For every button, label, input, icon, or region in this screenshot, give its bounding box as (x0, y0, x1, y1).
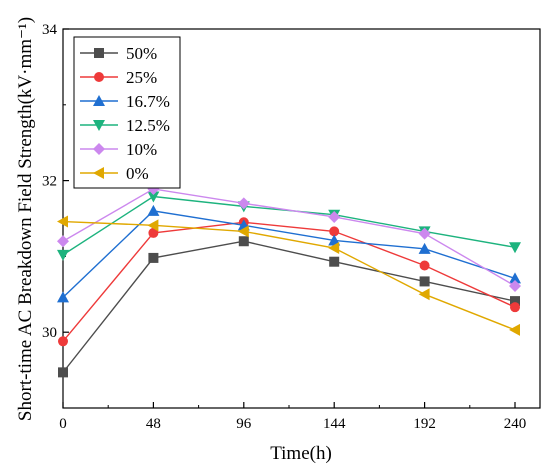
data-point (238, 236, 249, 247)
data-point (58, 367, 68, 378)
data-point (510, 296, 520, 307)
data-point (510, 302, 520, 313)
series-line (62, 240, 516, 373)
legend: 50% 25% 16.7% 12.5% 10% 0% (73, 36, 181, 189)
legend-item: 25% (80, 68, 157, 87)
y-tick-label: 32 (42, 174, 57, 190)
data-point (418, 227, 431, 240)
data-point (148, 252, 159, 263)
data-point (57, 291, 69, 303)
data-point (147, 204, 160, 216)
y-axis-label: Short-time AC Breakdown Field Strength(k… (15, 17, 36, 421)
legend-label: 12.5% (126, 116, 170, 135)
data-point (57, 215, 68, 228)
data-point (328, 210, 341, 223)
data-point (57, 249, 69, 261)
x-tick-label: 144 (323, 416, 346, 432)
legend-label: 0% (126, 164, 149, 183)
data-point (237, 225, 249, 238)
data-point (509, 242, 521, 254)
data-point (237, 197, 250, 210)
data-point (329, 256, 340, 267)
x-tick-label: 192 (413, 416, 436, 432)
data-point (328, 234, 341, 246)
series-1 (58, 236, 520, 378)
series-line (62, 220, 516, 331)
data-point (418, 288, 430, 301)
series-6 (57, 215, 520, 336)
data-point (509, 272, 521, 284)
x-tick-label: 240 (504, 416, 527, 432)
data-point (328, 242, 340, 255)
data-point (509, 279, 521, 292)
legend-item: 50% (80, 44, 157, 63)
legend-label: 50% (126, 44, 157, 63)
legend-label: 16.7% (126, 92, 170, 111)
legend-marker (94, 48, 104, 58)
legend-item: 16.7% (80, 92, 170, 111)
x-tick-label: 0 (59, 416, 67, 432)
legend-frame (73, 36, 181, 189)
series-line (62, 188, 516, 287)
legend-marker (94, 72, 104, 82)
data-point (57, 235, 69, 248)
legend-label: 25% (126, 68, 157, 87)
series-layer (57, 182, 521, 378)
legend-item: 0% (80, 164, 149, 183)
legend-label: 10% (126, 140, 157, 159)
data-point (509, 323, 520, 336)
x-axis-label: Time(h) (270, 443, 332, 464)
data-point (148, 227, 159, 238)
legend-marker (93, 95, 105, 106)
x-tick-label: 96 (236, 416, 252, 432)
axis-ticks: 0 48 96 144 192 240 30 32 34 (42, 22, 526, 432)
data-point (419, 260, 430, 271)
data-point (329, 226, 340, 237)
series-line (62, 221, 516, 342)
legend-marker (93, 167, 104, 179)
legend-marker (93, 143, 105, 155)
legend-item: 10% (80, 140, 157, 159)
data-point (147, 191, 160, 203)
data-point (419, 276, 430, 287)
y-tick-label: 30 (42, 325, 57, 341)
data-point (147, 219, 159, 232)
legend-item: 12.5% (80, 116, 170, 135)
legend-marker (93, 120, 105, 131)
data-point (58, 336, 68, 347)
y-tick-label: 34 (42, 22, 58, 38)
data-point (418, 242, 431, 254)
x-tick-label: 48 (146, 416, 161, 432)
